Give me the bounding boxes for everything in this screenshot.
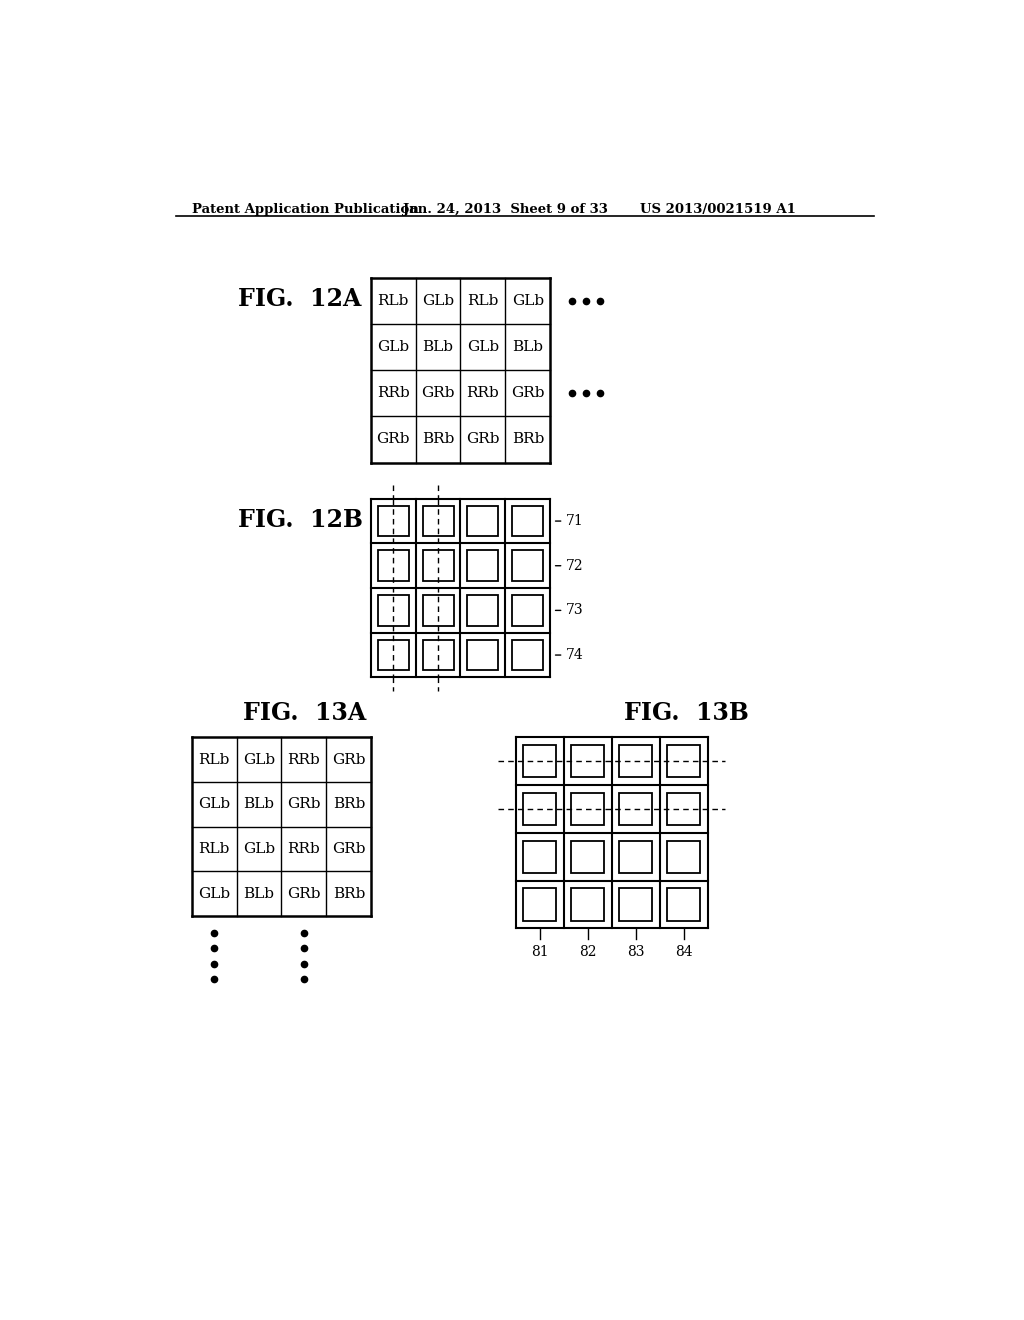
Text: RLb: RLb — [199, 752, 229, 767]
Text: RRb: RRb — [288, 842, 321, 857]
Bar — [512, 595, 544, 626]
Bar — [423, 506, 454, 536]
Text: 73: 73 — [566, 603, 584, 618]
Text: RRb: RRb — [288, 752, 321, 767]
Bar — [423, 550, 454, 581]
Text: 74: 74 — [566, 648, 584, 663]
Text: RRb: RRb — [467, 387, 500, 400]
Text: 83: 83 — [627, 945, 644, 960]
Text: GRb: GRb — [376, 433, 410, 446]
Bar — [571, 744, 604, 777]
Text: GRb: GRb — [287, 887, 321, 900]
Text: 71: 71 — [566, 513, 584, 528]
Bar — [512, 550, 544, 581]
Text: GLb: GLb — [422, 294, 454, 308]
Bar — [668, 841, 700, 873]
Text: 81: 81 — [530, 945, 548, 960]
Bar — [467, 595, 499, 626]
Text: BLb: BLb — [244, 797, 274, 812]
Text: BRb: BRb — [333, 797, 366, 812]
Bar — [571, 888, 604, 921]
Text: GRb: GRb — [511, 387, 545, 400]
Bar — [423, 595, 454, 626]
Text: GRb: GRb — [332, 752, 366, 767]
Text: 72: 72 — [566, 558, 584, 573]
Bar — [512, 506, 544, 536]
Bar — [571, 841, 604, 873]
Text: FIG.  12B: FIG. 12B — [238, 508, 362, 532]
Bar — [620, 744, 652, 777]
Bar — [668, 888, 700, 921]
Text: 84: 84 — [675, 945, 692, 960]
Bar — [523, 744, 556, 777]
Bar — [467, 506, 499, 536]
Text: RLb: RLb — [378, 294, 409, 308]
Text: FIG.  13A: FIG. 13A — [243, 701, 367, 725]
Text: BLb: BLb — [512, 341, 544, 354]
Bar — [668, 744, 700, 777]
Text: BRb: BRb — [512, 433, 544, 446]
Bar — [467, 640, 499, 671]
Bar — [571, 793, 604, 825]
Text: BLb: BLb — [423, 341, 454, 354]
Text: GRb: GRb — [287, 797, 321, 812]
Text: FIG.  12A: FIG. 12A — [238, 288, 361, 312]
Bar — [423, 640, 454, 671]
Bar — [620, 841, 652, 873]
Text: GLb: GLb — [512, 294, 544, 308]
Bar — [523, 888, 556, 921]
Bar — [378, 640, 409, 671]
Bar — [523, 841, 556, 873]
Text: GLb: GLb — [243, 842, 275, 857]
Bar — [523, 793, 556, 825]
Bar — [378, 506, 409, 536]
Text: GRb: GRb — [332, 842, 366, 857]
Text: GLb: GLb — [467, 341, 499, 354]
Bar — [668, 793, 700, 825]
Text: FIG.  13B: FIG. 13B — [624, 701, 749, 725]
Bar — [378, 550, 409, 581]
Text: RRb: RRb — [377, 387, 410, 400]
Text: BRb: BRb — [333, 887, 366, 900]
Text: Jan. 24, 2013  Sheet 9 of 33: Jan. 24, 2013 Sheet 9 of 33 — [403, 203, 608, 216]
Text: GRb: GRb — [421, 387, 455, 400]
Bar — [620, 793, 652, 825]
Text: RLb: RLb — [199, 842, 229, 857]
Text: 82: 82 — [579, 945, 596, 960]
Bar — [512, 640, 544, 671]
Text: Patent Application Publication: Patent Application Publication — [191, 203, 418, 216]
Text: GLb: GLb — [243, 752, 275, 767]
Text: BLb: BLb — [244, 887, 274, 900]
Text: US 2013/0021519 A1: US 2013/0021519 A1 — [640, 203, 796, 216]
Text: GLb: GLb — [377, 341, 410, 354]
Text: BRb: BRb — [422, 433, 455, 446]
Text: GLb: GLb — [198, 797, 230, 812]
Text: GRb: GRb — [466, 433, 500, 446]
Bar — [378, 595, 409, 626]
Text: GLb: GLb — [198, 887, 230, 900]
Bar — [620, 888, 652, 921]
Bar — [467, 550, 499, 581]
Text: RLb: RLb — [467, 294, 499, 308]
